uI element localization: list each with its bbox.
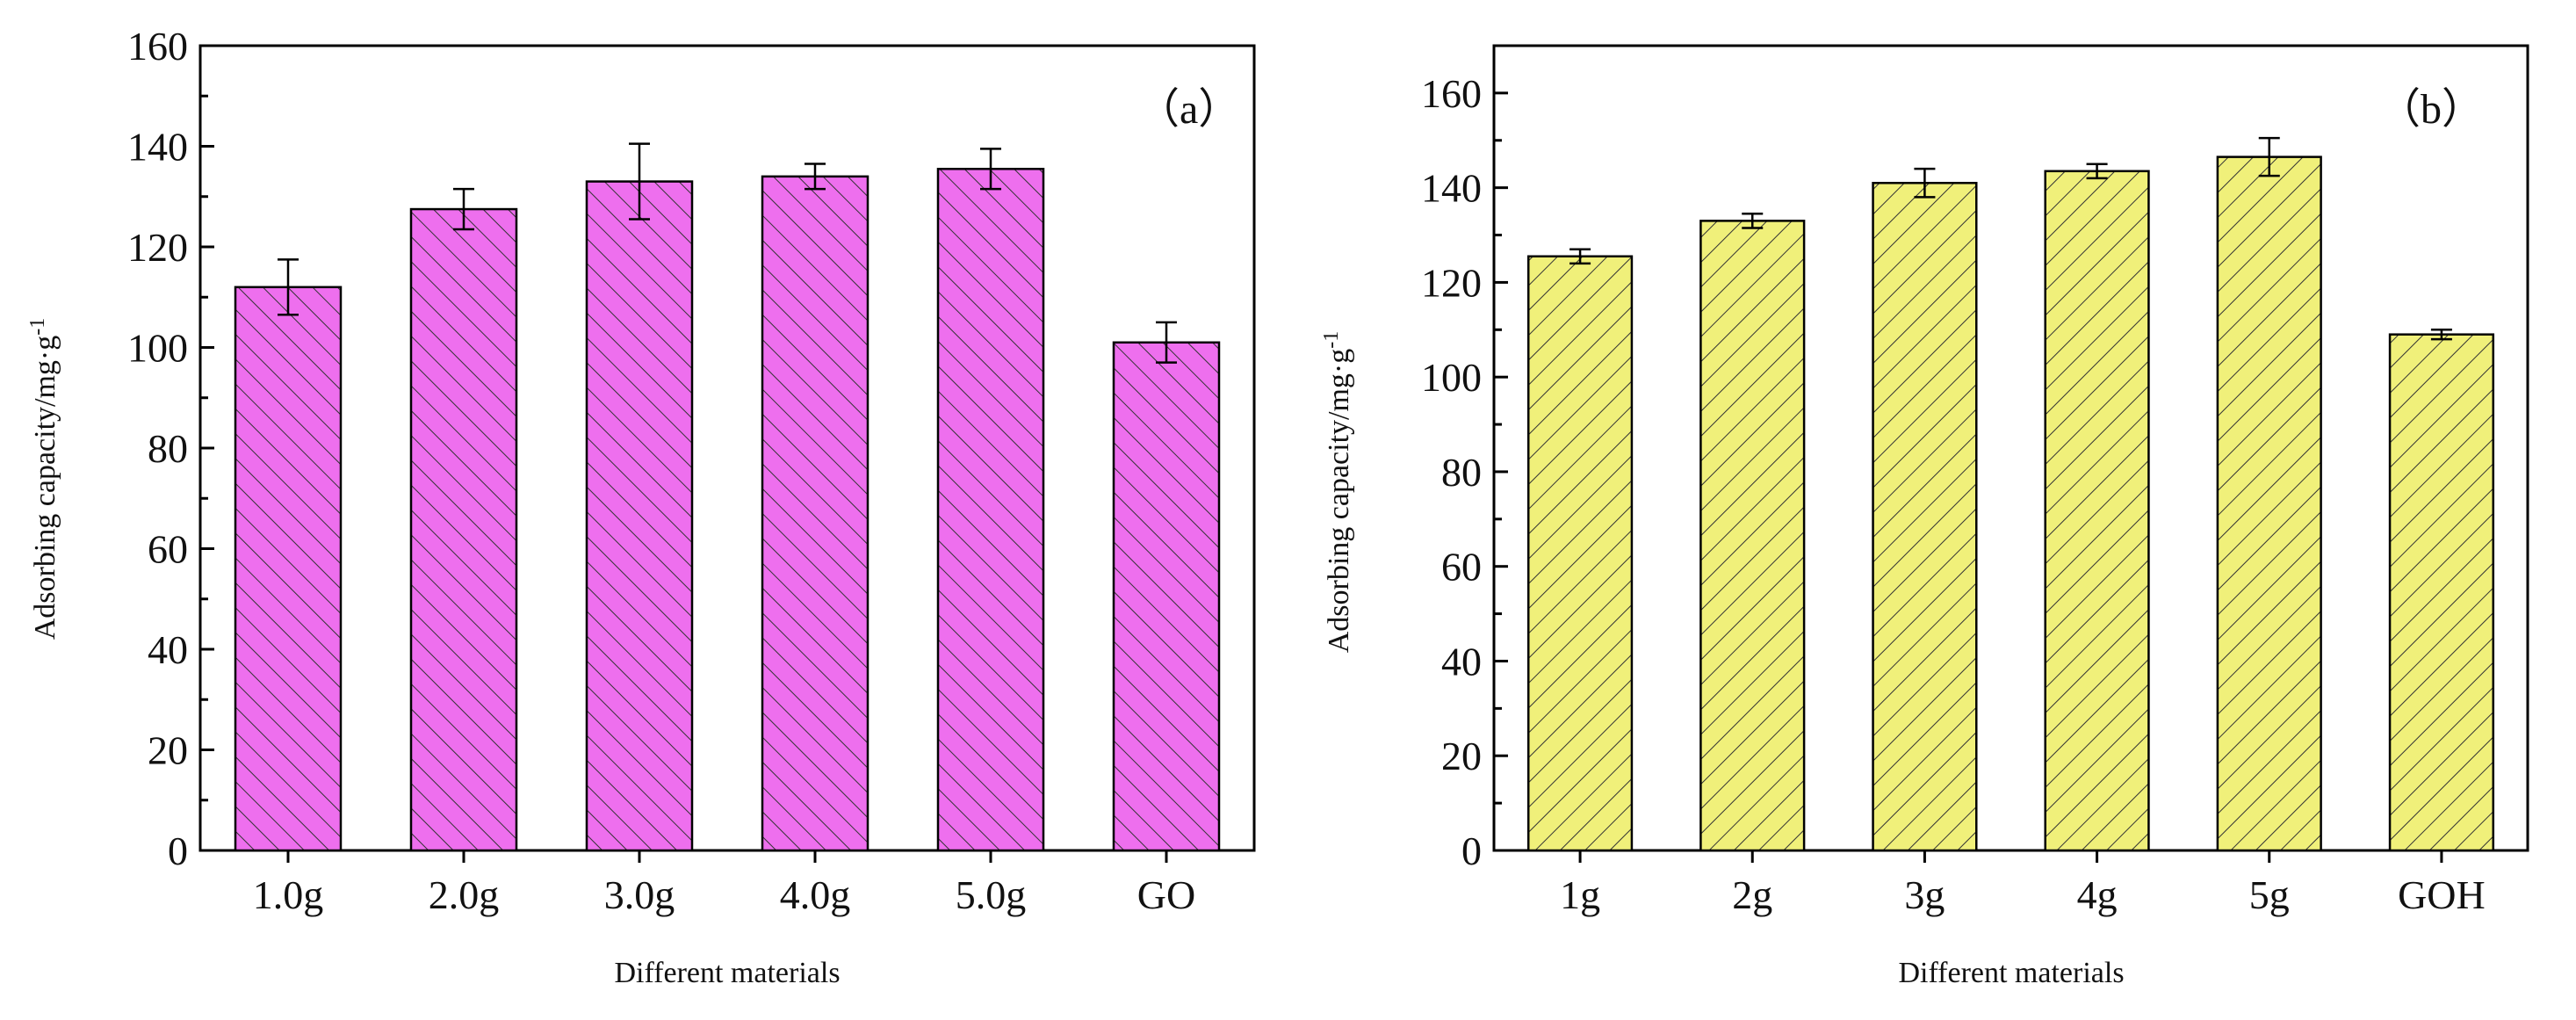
panel-label-a: （a） bbox=[1137, 86, 1240, 133]
y-tick-label-a: 40 bbox=[148, 627, 188, 672]
y-tick-label-a: 0 bbox=[168, 828, 188, 873]
error-bar-b-2 bbox=[1914, 167, 1936, 199]
x-tick-label-a-5: GO bbox=[1137, 872, 1195, 917]
x-tick-label-b-4: 5g bbox=[2249, 872, 2290, 917]
x-tick-label-a-2: 3.0g bbox=[604, 872, 675, 917]
y-tick-label-a: 20 bbox=[148, 728, 188, 773]
x-tick-label-b-2: 3g bbox=[1904, 872, 1945, 917]
y-tick-label-b: 0 bbox=[1461, 828, 1482, 873]
x-tick-label-b-1: 2g bbox=[1732, 872, 1772, 917]
error-bar-a-3 bbox=[805, 163, 826, 191]
x-tick-label-a-4: 5.0g bbox=[956, 872, 1027, 917]
error-bar-b-3 bbox=[2086, 163, 2108, 180]
y-tick-label-b: 60 bbox=[1441, 545, 1482, 590]
x-tick-label-a-3: 4.0g bbox=[780, 872, 851, 917]
y-tick-label-a: 80 bbox=[148, 426, 188, 471]
y-tick-label-b: 160 bbox=[1421, 71, 1482, 116]
error-bar-a-4 bbox=[980, 148, 1001, 191]
plot-frame-a bbox=[198, 44, 1256, 852]
x-tick-label-b-0: 1g bbox=[1560, 872, 1600, 917]
bar-b-5 bbox=[2388, 333, 2495, 852]
bar-b-0 bbox=[1526, 255, 1634, 852]
y-tick-label-b: 120 bbox=[1421, 260, 1482, 305]
y-tick-label-b: 140 bbox=[1421, 166, 1482, 211]
error-bar-b-0 bbox=[1569, 248, 1591, 265]
bar-a-5 bbox=[1112, 341, 1221, 852]
plot-frame-b bbox=[1492, 44, 2529, 852]
x-axis-title-b: Different materials bbox=[1898, 957, 2124, 989]
x-axis-title-a: Different materials bbox=[614, 957, 840, 989]
error-bar-a-2 bbox=[629, 142, 650, 221]
bar-a-3 bbox=[761, 175, 869, 852]
error-bar-a-5 bbox=[1156, 321, 1177, 364]
y-tick-label-a: 160 bbox=[127, 24, 188, 69]
chart-panel-b: （b） Different materials Adsorbing capaci… bbox=[1320, 44, 2529, 989]
y-tick-label-b: 100 bbox=[1421, 355, 1482, 400]
bar-b-1 bbox=[1699, 220, 1806, 852]
error-bar-b-1 bbox=[1742, 213, 1764, 229]
bar-b-4 bbox=[2216, 156, 2322, 852]
bar-b-2 bbox=[1872, 182, 1978, 852]
bar-a-4 bbox=[936, 168, 1045, 852]
error-bar-a-1 bbox=[453, 187, 474, 231]
bar-b-3 bbox=[2044, 170, 2150, 852]
y-tick-label-a: 100 bbox=[127, 326, 188, 371]
y-tick-label-b: 40 bbox=[1441, 639, 1482, 684]
panel-label-b: （b） bbox=[2378, 86, 2484, 133]
x-tick-label-a-1: 2.0g bbox=[429, 872, 500, 917]
error-bar-b-4 bbox=[2258, 136, 2280, 177]
y-tick-label-b: 80 bbox=[1441, 450, 1482, 495]
x-tick-label-b-3: 4g bbox=[2077, 872, 2118, 917]
bar-a-1 bbox=[409, 207, 518, 852]
error-bar-b-5 bbox=[2430, 329, 2452, 341]
chart-panel-a: （a） Different materials Adsorbing capaci… bbox=[26, 24, 1256, 989]
y-axis-title-a: Adsorbing capacity/mg·g-1 bbox=[26, 318, 61, 640]
bar-a-2 bbox=[585, 180, 694, 852]
y-tick-label-a: 140 bbox=[127, 125, 188, 170]
x-tick-label-b-5: GOH bbox=[2398, 872, 2486, 917]
y-tick-label-b: 20 bbox=[1441, 734, 1482, 778]
x-tick-label-a-0: 1.0g bbox=[253, 872, 324, 917]
bar-a-0 bbox=[234, 286, 343, 852]
y-axis-title-b: Adsorbing capacity/mg·g-1 bbox=[1320, 331, 1355, 654]
y-tick-label-a: 120 bbox=[127, 225, 188, 270]
y-tick-label-a: 60 bbox=[148, 527, 188, 572]
error-bar-a-0 bbox=[278, 258, 299, 316]
